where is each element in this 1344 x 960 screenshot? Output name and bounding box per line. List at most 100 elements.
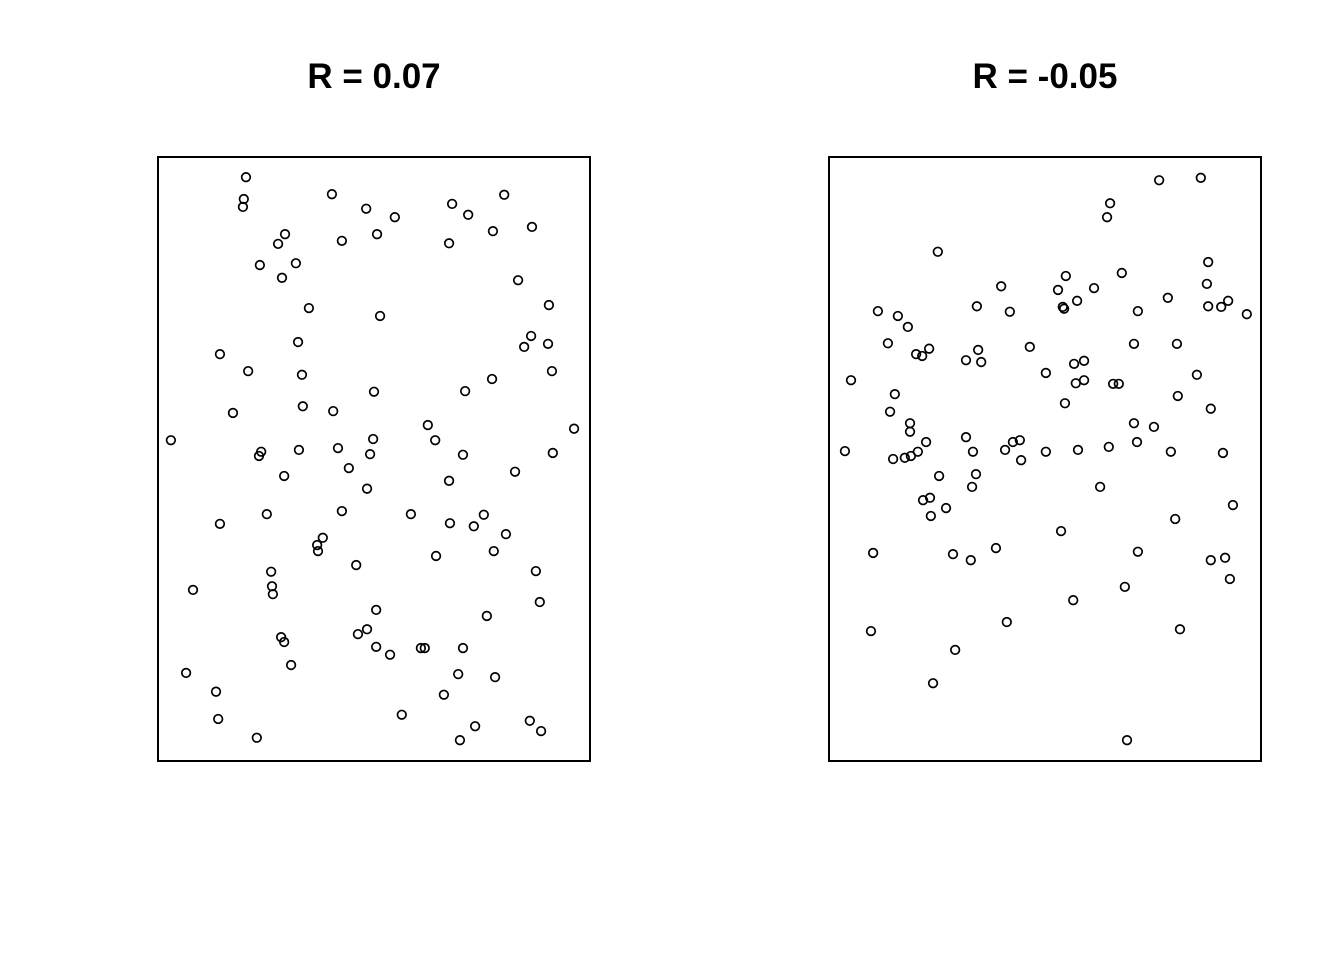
- data-point: [1121, 735, 1133, 746]
- data-point: [374, 310, 386, 322]
- data-point: [1205, 403, 1216, 414]
- data-point: [317, 532, 328, 543]
- left-scatter-plot: [157, 156, 591, 762]
- data-point: [1172, 390, 1183, 402]
- data-point: [872, 305, 884, 317]
- data-point: [1024, 341, 1035, 353]
- data-point: [1203, 256, 1214, 268]
- data-point: [1224, 573, 1236, 585]
- data-point: [332, 442, 344, 454]
- data-point: [845, 375, 857, 386]
- data-point: [1001, 616, 1012, 628]
- data-point: [297, 401, 308, 412]
- data-point: [361, 624, 373, 635]
- data-point: [279, 636, 290, 648]
- data-point: [509, 466, 521, 477]
- data-point: [351, 559, 362, 571]
- data-point: [1071, 295, 1083, 306]
- data-point: [293, 444, 305, 456]
- data-point: [371, 604, 382, 616]
- data-point: [1217, 447, 1229, 459]
- data-point: [967, 446, 979, 457]
- right-plot-title: R = -0.05: [972, 57, 1118, 96]
- data-point: [1060, 270, 1071, 282]
- data-point: [242, 365, 254, 377]
- data-point: [1128, 338, 1140, 350]
- data-point: [1072, 444, 1084, 456]
- data-point: [867, 547, 879, 559]
- left-plot-title: R = 0.07: [307, 57, 441, 96]
- data-point: [925, 510, 937, 522]
- data-point: [1058, 303, 1070, 314]
- data-point: [361, 203, 372, 214]
- data-point: [1078, 355, 1090, 366]
- data-point: [187, 584, 199, 596]
- data-point: [1057, 301, 1068, 313]
- data-point: [446, 198, 458, 210]
- data-point: [1165, 446, 1177, 457]
- data-point: [438, 689, 450, 700]
- data-point: [1059, 398, 1071, 409]
- data-point: [1216, 301, 1227, 313]
- data-point: [371, 229, 383, 240]
- data-point: [1191, 369, 1203, 380]
- data-point: [389, 212, 400, 223]
- data-point: [1205, 555, 1216, 566]
- data-point: [364, 449, 376, 460]
- data-point: [1101, 212, 1113, 223]
- data-point: [1113, 378, 1124, 390]
- data-point: [905, 450, 917, 462]
- data-point: [865, 625, 877, 637]
- data-point: [904, 418, 916, 429]
- data-point: [352, 628, 364, 640]
- data-point: [285, 659, 297, 671]
- data-point: [415, 642, 427, 654]
- data-point: [1171, 338, 1183, 350]
- data-point: [296, 369, 308, 380]
- data-point: [1128, 418, 1140, 429]
- data-point: [486, 373, 498, 385]
- data-point: [240, 172, 252, 183]
- data-point: [213, 713, 224, 725]
- data-point: [524, 715, 535, 726]
- data-point: [990, 542, 1002, 554]
- data-point: [568, 423, 580, 434]
- data-point: [1119, 581, 1131, 593]
- data-point: [499, 189, 510, 200]
- data-point: [966, 481, 978, 493]
- data-point: [368, 386, 380, 397]
- data-point: [326, 189, 338, 200]
- data-point: [892, 310, 904, 322]
- data-point: [267, 588, 279, 600]
- data-point: [965, 555, 976, 566]
- data-point: [214, 518, 226, 529]
- data-point: [457, 449, 469, 460]
- data-point: [180, 667, 192, 679]
- data-point: [1132, 546, 1144, 557]
- data-point: [481, 610, 492, 622]
- data-point: [917, 350, 928, 362]
- data-point: [1103, 441, 1114, 453]
- data-point: [489, 672, 501, 683]
- data-point: [443, 475, 455, 486]
- data-point: [910, 349, 922, 360]
- data-point: [1078, 375, 1090, 386]
- data-point: [535, 725, 547, 737]
- data-point: [902, 321, 914, 333]
- data-point: [1153, 175, 1165, 186]
- data-point: [884, 406, 896, 417]
- data-point: [534, 596, 545, 608]
- data-point: [1040, 446, 1052, 457]
- data-point: [542, 338, 554, 350]
- data-point: [500, 528, 512, 540]
- data-point: [311, 539, 323, 551]
- data-point: [253, 450, 265, 462]
- data-point: [950, 644, 961, 656]
- data-point: [384, 649, 396, 660]
- data-point: [430, 435, 441, 446]
- data-point: [405, 508, 417, 520]
- data-point: [457, 642, 469, 654]
- data-point: [960, 432, 972, 443]
- data-point: [443, 238, 455, 249]
